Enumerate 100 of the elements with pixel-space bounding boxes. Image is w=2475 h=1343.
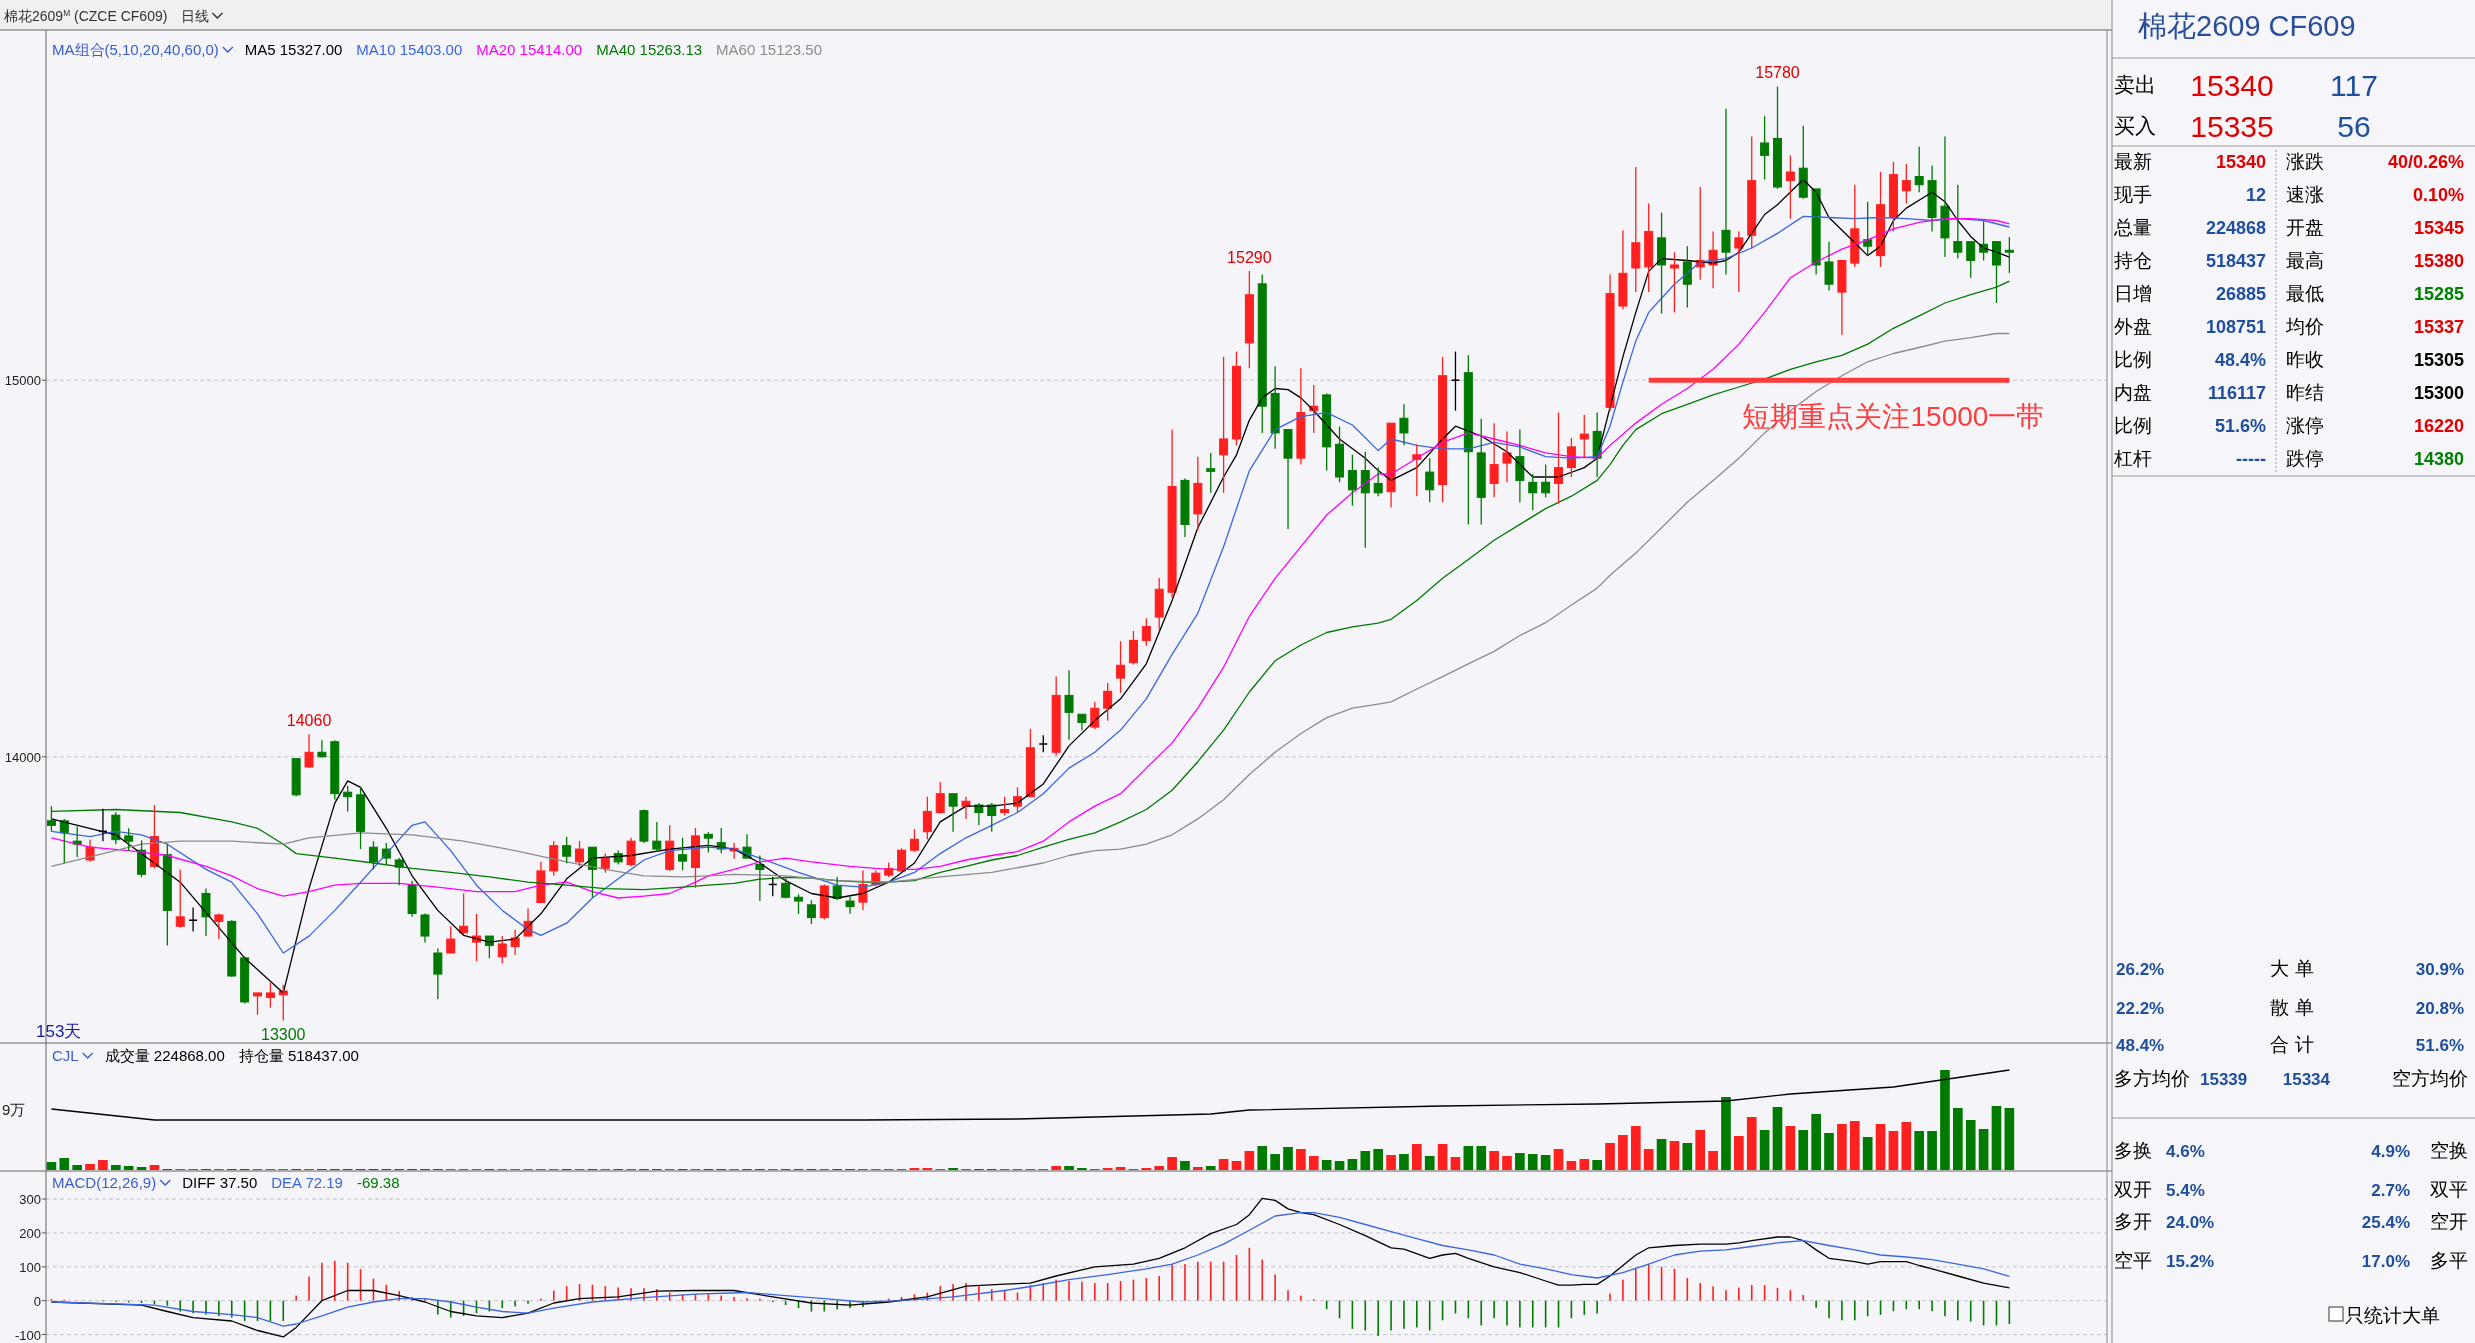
- text: DEA 72.19: [271, 1174, 343, 1191]
- text: 40/0.26%: [2387, 152, 2464, 172]
- text: 合 计: [2270, 1034, 2314, 1055]
- y-tick-label: 100: [19, 1259, 41, 1275]
- text: 22.2%: [2116, 999, 2165, 1018]
- text: 空方均价: [2392, 1068, 2468, 1089]
- text: 多开: [2114, 1211, 2152, 1232]
- text: 比例: [2114, 349, 2152, 370]
- text: 15300: [2413, 383, 2464, 403]
- y-tick-label: 14000: [4, 749, 41, 765]
- text: 成交量 224868.00: [104, 1047, 225, 1064]
- text: MA10 15403.00: [356, 41, 463, 58]
- text: 15334: [2282, 1070, 2331, 1089]
- text: 15305: [2413, 350, 2464, 370]
- text: MA40 15263.13: [596, 41, 703, 58]
- annotation: 15780: [1755, 64, 1800, 82]
- text: 17.0%: [2361, 1252, 2410, 1271]
- text: MA60 15123.50: [716, 41, 823, 58]
- text: 16220: [2413, 416, 2464, 436]
- text: 开盘: [2286, 217, 2324, 238]
- text: -----: [2236, 449, 2266, 469]
- text: 多方均价: [2114, 1068, 2190, 1089]
- text: 跌停: [2286, 448, 2324, 469]
- text: 15285: [2413, 284, 2464, 304]
- text: 空换: [2430, 1140, 2468, 1161]
- text: 5.4%: [2166, 1181, 2205, 1200]
- text: 20.8%: [2415, 999, 2464, 1018]
- text: 双平: [2430, 1179, 2468, 1200]
- text: 15380: [2413, 251, 2464, 271]
- legend-title: MA组合(5,10,20,40,60,0): [52, 41, 219, 58]
- text: 现手: [2114, 184, 2152, 205]
- y-tick-label: 15000: [4, 373, 41, 389]
- text: 56: [2337, 110, 2371, 143]
- text: 散 单: [2270, 997, 2314, 1018]
- chart-title: 棉花2609$^{M}$ (CZCE CF609): [4, 8, 168, 24]
- y-tick-label: 200: [19, 1225, 41, 1241]
- text: 持仓量 518437.00: [238, 1047, 359, 1064]
- text: 30.9%: [2415, 960, 2464, 979]
- text: -69.38: [356, 1174, 400, 1191]
- text: 均价: [2285, 316, 2324, 337]
- text: 15340: [2215, 152, 2266, 172]
- text: 48.4%: [2116, 1036, 2165, 1055]
- text: 双开: [2114, 1179, 2152, 1200]
- text: 14380: [2413, 449, 2464, 469]
- text: 大 单: [2270, 958, 2314, 979]
- text: 空开: [2430, 1211, 2468, 1232]
- y-tick-label: -100: [14, 1327, 41, 1343]
- text: 日增: [2114, 283, 2152, 304]
- text: 518437: [2205, 251, 2266, 271]
- text: 25.4%: [2361, 1213, 2410, 1232]
- text: 空平: [2114, 1250, 2152, 1271]
- text: 116117: [2207, 383, 2266, 403]
- text: DIFF 37.50: [182, 1174, 258, 1191]
- text: 最高: [2286, 250, 2324, 271]
- text: 117: [2330, 69, 2378, 102]
- text: 2.7%: [2371, 1181, 2410, 1200]
- annotation: 短期重点关注15000一带: [1742, 401, 2045, 433]
- text: 4.6%: [2166, 1142, 2205, 1161]
- text: 最新: [2114, 151, 2152, 172]
- text: 外盘: [2114, 316, 2152, 337]
- text: 持仓: [2114, 250, 2152, 271]
- text: 15.2%: [2166, 1252, 2215, 1271]
- chart-subtitle: 日线: [181, 8, 210, 24]
- annotation: 13300: [261, 1026, 306, 1044]
- text: 24.0%: [2166, 1213, 2215, 1232]
- text: 12: [2245, 185, 2266, 205]
- text: 最低: [2286, 283, 2324, 304]
- text: 昨收: [2286, 349, 2324, 370]
- text: 15339: [2200, 1070, 2248, 1089]
- text: 总量: [2113, 217, 2152, 238]
- text: 108751: [2205, 317, 2266, 337]
- text: MA5 15327.00: [244, 41, 343, 58]
- text: 15335: [2190, 110, 2274, 143]
- text: 卖出: [2114, 73, 2156, 96]
- text: 涨跌: [2286, 151, 2324, 172]
- text: 51.6%: [2214, 416, 2266, 436]
- text: 杠杆: [2113, 448, 2152, 469]
- text: 48.4%: [2214, 350, 2266, 370]
- y-tick-label: 0: [33, 1293, 41, 1309]
- text: 4.9%: [2371, 1142, 2410, 1161]
- annotation: 15290: [1227, 249, 1272, 267]
- text: 15340: [2190, 69, 2274, 102]
- text: 多换: [2114, 1140, 2152, 1161]
- text: 内盘: [2114, 382, 2152, 403]
- text: 51.6%: [2415, 1036, 2464, 1055]
- text: 昨结: [2286, 382, 2324, 403]
- text: 只统计大单: [2345, 1305, 2440, 1326]
- text: 涨停: [2286, 415, 2324, 436]
- text: MA20 15414.00: [476, 41, 583, 58]
- text: 速涨: [2286, 184, 2324, 205]
- annotation: 14060: [286, 712, 332, 730]
- text: 15337: [2413, 317, 2464, 337]
- legend-title: CJL: [52, 1047, 79, 1064]
- text: 0.10%: [2412, 185, 2464, 205]
- text: 多平: [2430, 1250, 2468, 1271]
- text: 26885: [2215, 284, 2266, 304]
- text: 26.2%: [2116, 960, 2165, 979]
- text: 9万: [2, 1100, 26, 1118]
- text: 棉花2609 CF609: [2138, 10, 2356, 42]
- text: 224868: [2205, 218, 2266, 238]
